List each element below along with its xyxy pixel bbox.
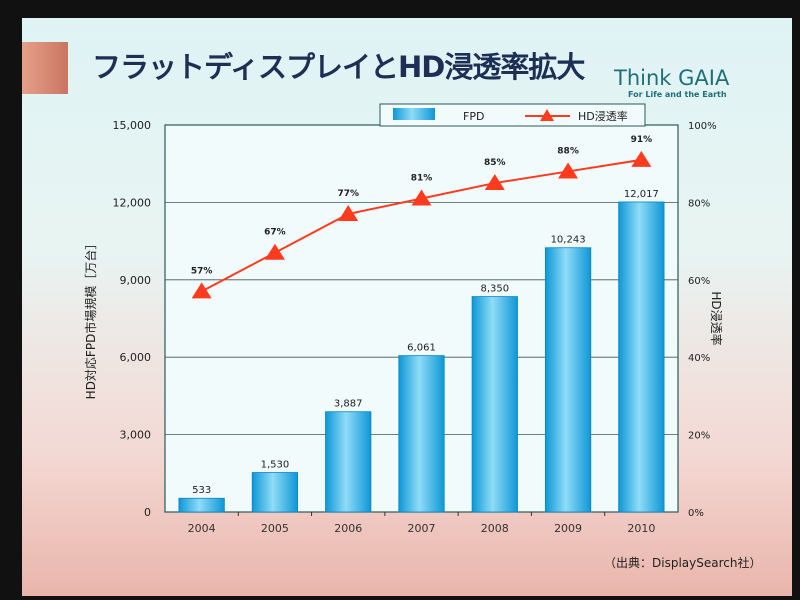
y2-tick-label: 20% [688, 431, 710, 442]
hd-rate-marker-2006 [338, 205, 359, 222]
y2-tick-label: 60% [688, 276, 710, 287]
slide-title: フラットディスプレイとHD浸透率拡大 [92, 50, 585, 84]
bar-2007 [398, 355, 445, 513]
logo-main-text: Think GAIA [614, 66, 730, 90]
bar-2006 [325, 411, 372, 513]
source-note: （出典：DisplaySearch社） [604, 556, 762, 570]
x-tick-label: 2007 [408, 522, 436, 535]
y-axis-title: HD対応FPD市場規模［万台］ [83, 238, 98, 400]
y2-tick-label: 100% [688, 121, 717, 132]
bar-value-label: 8,350 [480, 284, 509, 295]
legend-fpd-swatch [393, 108, 435, 120]
line-value-label: 85% [484, 158, 506, 168]
y2-tick-label: 0% [688, 508, 704, 519]
line-value-label: 57% [191, 266, 213, 276]
bar-value-label: 533 [192, 485, 211, 496]
x-tick-label: 2010 [627, 522, 655, 535]
y-tick-label: 0 [144, 506, 151, 519]
hd-rate-marker-2004 [191, 282, 212, 299]
x-tick-label: 2005 [261, 522, 289, 535]
x-tick-label: 2006 [334, 522, 362, 535]
legend-fpd-label: FPD [463, 110, 484, 123]
bar-2008 [471, 296, 518, 513]
line-value-label: 67% [264, 228, 286, 238]
line-value-label: 88% [557, 146, 579, 156]
bar-2010 [618, 201, 665, 513]
bar-value-label: 12,017 [624, 189, 659, 200]
y-tick-label: 6,000 [120, 351, 152, 364]
y-tick-label: 12,000 [113, 196, 152, 209]
hd-rate-marker-2008 [484, 174, 505, 191]
legend [379, 103, 646, 127]
bar-2005 [251, 472, 299, 513]
hd-rate-marker-2010 [631, 150, 652, 167]
y-tick-label: 9,000 [120, 274, 152, 287]
legend-hd-label: HD浸透率 [578, 109, 628, 123]
y2-tick-label: 40% [688, 353, 710, 364]
x-tick-label: 2008 [481, 522, 509, 535]
y-tick-label: 3,000 [120, 429, 152, 442]
bar-value-label: 1,530 [261, 460, 290, 471]
logo-sub-text: For Life and the Earth [628, 90, 727, 99]
line-value-label: 81% [411, 174, 433, 184]
hd-rate-marker-2007 [411, 189, 432, 206]
bar-2004 [178, 497, 225, 513]
bar-value-label: 3,887 [334, 399, 363, 410]
y2-tick-label: 80% [688, 198, 710, 209]
y2-axis-title: HD浸透率 [709, 291, 724, 345]
title-accent-bar [22, 42, 68, 94]
legend-triangle-icon [540, 109, 554, 121]
y-tick-label: 15,000 [113, 119, 152, 132]
x-tick-label: 2009 [554, 522, 582, 535]
bar-2009 [544, 247, 592, 513]
hd-rate-marker-2009 [558, 162, 579, 179]
bar-value-label: 10,243 [551, 235, 586, 246]
x-tick-label: 2004 [188, 522, 216, 535]
line-value-label: 91% [631, 135, 653, 145]
think-gaia-logo: Think GAIA For Life and the Earth [614, 66, 729, 99]
line-value-label: 77% [337, 189, 359, 199]
bar-value-label: 6,061 [407, 343, 436, 354]
hd-rate-marker-2005 [264, 243, 285, 260]
